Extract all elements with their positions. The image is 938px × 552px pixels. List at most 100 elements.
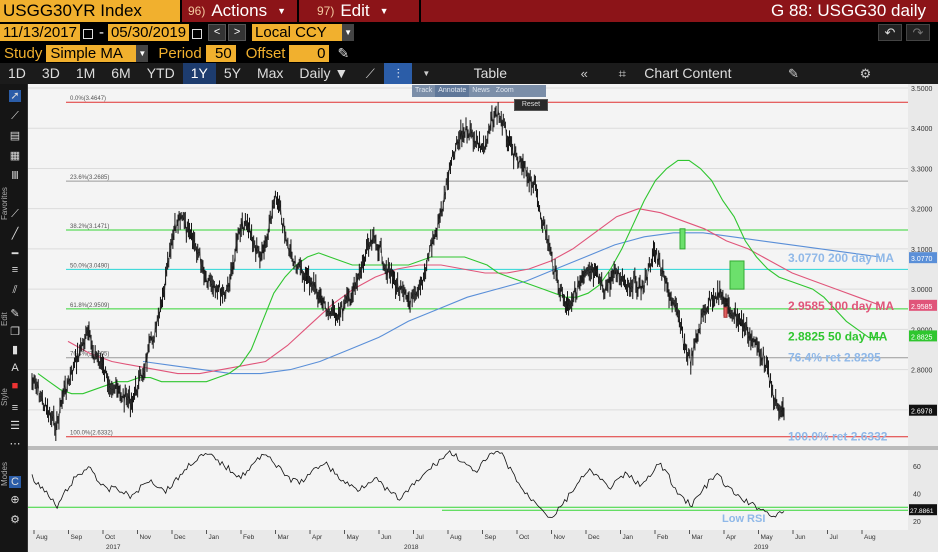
start-date-field[interactable]: 11/13/2017: [0, 24, 80, 41]
x-month-label: Sep: [71, 534, 83, 541]
fib-level-label: 23.6%(3.2685): [70, 175, 109, 181]
prev-period-button[interactable]: <: [208, 24, 227, 41]
study-select[interactable]: Simple MA: [46, 44, 137, 62]
range-5y[interactable]: 5Y: [223, 65, 241, 81]
rsi-value-tag: 27.8861: [910, 508, 934, 515]
trend-line-icon[interactable]: ⟋: [11, 110, 19, 122]
next-period-button[interactable]: >: [228, 24, 247, 41]
undo-icon[interactable]: ↶: [878, 24, 902, 41]
divider: [419, 0, 421, 22]
range-3d[interactable]: 3D: [41, 65, 60, 81]
news-mode[interactable]: News: [472, 87, 490, 94]
horizontal-line-icon[interactable]: ━: [11, 248, 19, 260]
candle-box: [729, 260, 745, 290]
date-range-bar: 11/13/2017 - 05/30/2019 < > Local CCY ▼ …: [0, 22, 938, 43]
redo-icon[interactable]: ↷: [906, 24, 930, 41]
chevron-down-icon: ▼: [379, 6, 389, 16]
line-tool-icon[interactable]: ⟋: [11, 208, 19, 220]
x-month-label: Oct: [519, 534, 529, 541]
double-chevron-left-icon[interactable]: «: [580, 66, 588, 81]
annotation-label: 76.4% ret 2.8295: [788, 351, 881, 365]
settings-icon[interactable]: ⚙: [10, 514, 20, 526]
ticker-field[interactable]: USGG30YR Index: [0, 0, 180, 22]
channel-icon[interactable]: ⫽: [12, 284, 18, 296]
track-mode[interactable]: Track: [415, 87, 433, 94]
range-ytd[interactable]: YTD: [146, 65, 175, 81]
period-input[interactable]: 50: [205, 44, 236, 62]
copy-icon[interactable]: ❐: [10, 326, 20, 338]
currency-select[interactable]: Local CCY: [252, 24, 343, 41]
lock-icon[interactable]: ⊕: [10, 494, 20, 506]
chart-content-icon: ⌗: [618, 66, 626, 81]
pen-icon[interactable]: ✎: [10, 308, 20, 320]
value-tag-bg: [909, 404, 937, 416]
chart-content-button[interactable]: Chart Content: [644, 65, 732, 81]
edit-menu[interactable]: 97) Edit ▼: [299, 0, 419, 22]
rsi-tick-label: 60: [913, 464, 921, 471]
fib-level-label: 38.2%(3.1471): [70, 224, 109, 230]
range-1y[interactable]: 1Y: [182, 63, 216, 84]
panel-divider[interactable]: [28, 446, 938, 450]
price-tick-label: 3.3000: [911, 166, 933, 173]
range-1d[interactable]: 1D: [8, 65, 26, 81]
tool-palette: ➚ ⟋ ▤ ▦ Ⅲ Favorites ⟋ ╱ ━ ≡ ⫽ Edit ✎ ❐ ▮…: [0, 84, 28, 552]
grid-tool-icon[interactable]: ▦: [9, 150, 21, 162]
dash-style-icon[interactable]: ⋯: [9, 438, 21, 450]
text-color-icon[interactable]: A: [11, 362, 19, 374]
x-month-label: Dec: [588, 534, 600, 541]
zoom-mode[interactable]: Zoom: [495, 87, 514, 94]
edit-menu-number: 97): [317, 4, 335, 18]
actions-menu[interactable]: 96) Actions ▼: [182, 0, 297, 22]
annotate-mode[interactable]: Annotate: [435, 85, 470, 97]
line-width-icon[interactable]: ☰: [10, 420, 20, 432]
cursor-icon[interactable]: ➚: [9, 90, 21, 102]
chevron-down-icon[interactable]: ▼: [342, 24, 355, 41]
delete-icon[interactable]: ▮: [11, 344, 19, 356]
chart-toolbar: 1D 3D 1M 6M YTD 1Y 5Y Max Daily ▼ ⟋ ⫶ ▼ …: [0, 63, 938, 84]
range-1m[interactable]: 1M: [75, 65, 96, 81]
rsi-line: [31, 449, 785, 518]
edit-chart-icon[interactable]: ✎: [788, 66, 799, 81]
brush-icon[interactable]: ╱: [11, 228, 19, 240]
fib-level-label: 0.0%(3.4647): [70, 96, 106, 102]
range-6m[interactable]: 6M: [111, 65, 131, 81]
value-tag-bg: [909, 252, 937, 264]
offset-label: Offset: [245, 44, 286, 62]
x-month-label: Mar: [278, 534, 290, 541]
x-month-label: Mar: [692, 534, 704, 541]
line-chart-icon[interactable]: ⟋: [365, 66, 375, 81]
chevron-down-icon[interactable]: ▼: [422, 69, 431, 78]
x-month-label: Apr: [312, 534, 323, 541]
fill-color-icon[interactable]: ■: [11, 380, 19, 392]
bar-chart-icon[interactable]: ⫶: [384, 63, 413, 84]
divider: [297, 0, 299, 22]
magnet-icon[interactable]: C: [9, 476, 21, 488]
chevron-down-icon[interactable]: ▼: [136, 44, 149, 62]
range-max[interactable]: Max: [256, 65, 284, 81]
chart-mode-toolbar: Track Annotate News Zoom: [412, 85, 546, 97]
annotation-label: 100.0% ret 2.6332: [788, 430, 888, 444]
reset-zoom-button[interactable]: Reset: [514, 99, 548, 111]
ma100-line: [67, 208, 881, 375]
x-year-label: 2018: [404, 544, 419, 551]
price-chart[interactable]: 0.0%(3.4647) 23.6%(3.2685) 38.2%(3.1471) 50…: [28, 84, 938, 552]
line-style-icon[interactable]: ≡: [11, 402, 19, 414]
value-tag-bg: [909, 299, 937, 311]
rsi-axis-bg: [908, 450, 938, 530]
pencil-icon[interactable]: ✎: [337, 44, 350, 61]
price-panel-bg: [28, 84, 908, 446]
end-date-field[interactable]: 05/30/2019: [107, 24, 190, 41]
ruler-icon[interactable]: ▤: [9, 130, 21, 142]
chart-area[interactable]: 0.0%(3.4647) 23.6%(3.2685) 38.2%(3.1471) 50…: [28, 84, 938, 552]
table-button[interactable]: Table: [473, 65, 508, 81]
fibonacci-icon[interactable]: Ⅲ: [11, 170, 19, 182]
rsi-tick-label: 20: [913, 519, 921, 526]
calendar-icon[interactable]: [82, 28, 93, 39]
gear-icon[interactable]: ⚙: [859, 66, 872, 81]
offset-input[interactable]: 0: [289, 44, 330, 62]
frequency-select[interactable]: Daily ▼: [299, 65, 349, 81]
x-month-label: Apr: [726, 534, 737, 541]
shapes-icon[interactable]: ≡: [11, 264, 19, 276]
ma200-line: [142, 232, 881, 375]
calendar-icon[interactable]: [192, 28, 203, 39]
